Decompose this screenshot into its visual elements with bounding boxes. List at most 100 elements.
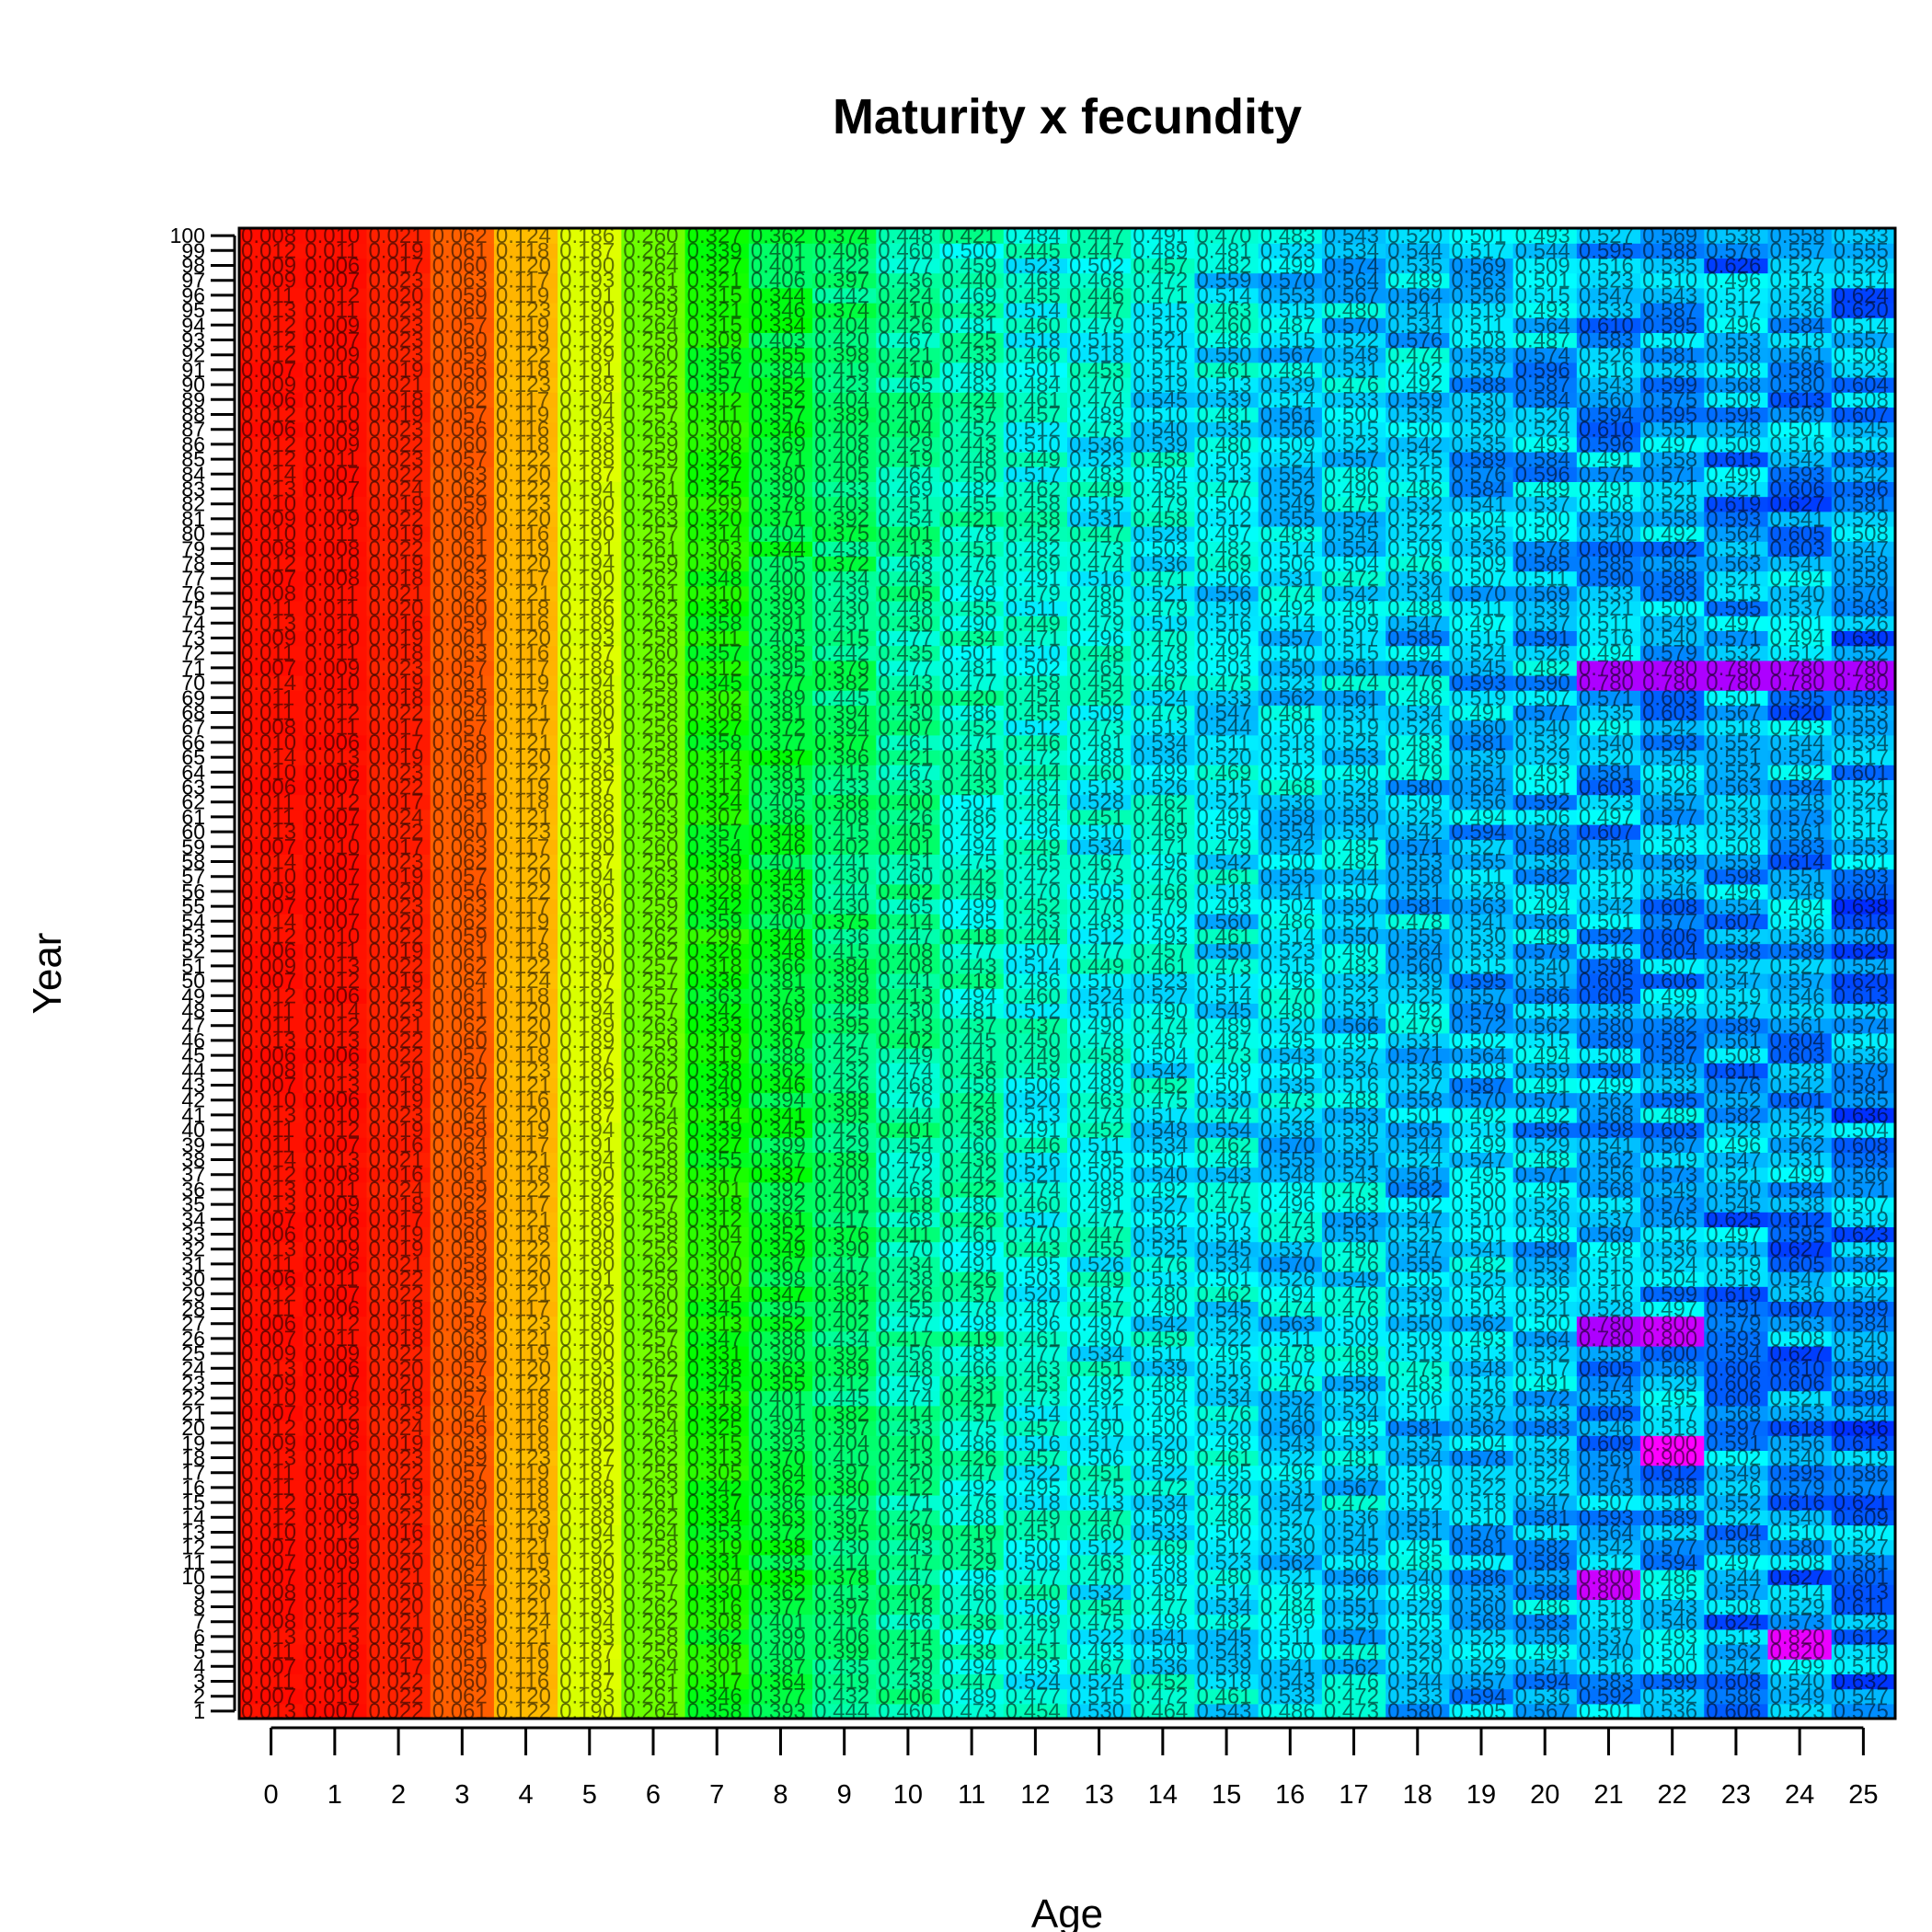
heatmap-cell <box>303 1197 368 1213</box>
heatmap-cell <box>239 958 304 974</box>
heatmap-cell <box>239 1420 304 1436</box>
heatmap-cell <box>239 481 304 498</box>
heatmap-cell <box>239 1212 304 1227</box>
heatmap-cell <box>239 1092 304 1109</box>
heatmap-cell <box>239 1122 304 1138</box>
heatmap-cell <box>239 1018 304 1034</box>
heatmap-cell <box>239 1495 304 1511</box>
heatmap-cell <box>430 1197 495 1213</box>
heatmap-cell <box>430 1063 495 1078</box>
heatmap-cell <box>366 1167 431 1183</box>
heatmap-cell <box>303 228 368 244</box>
heatmap-cell <box>366 1510 431 1525</box>
heatmap-cell <box>430 1152 495 1168</box>
heatmap-cell <box>366 958 431 974</box>
heatmap-cell <box>303 1375 368 1392</box>
heatmap-cell <box>239 675 304 691</box>
heatmap-cell <box>430 1584 495 1600</box>
heatmap-cell <box>239 1673 304 1690</box>
heatmap-cell <box>303 1122 368 1138</box>
heatmap-cell <box>239 541 304 557</box>
heatmap-cell <box>366 1465 431 1481</box>
heatmap-cell <box>366 601 431 616</box>
heatmap-cell <box>366 1539 431 1556</box>
heatmap-cell <box>430 1167 495 1183</box>
heatmap-cell <box>239 660 304 676</box>
heatmap-cell <box>239 362 304 378</box>
heatmap-cell <box>366 287 431 304</box>
heatmap-cell <box>239 690 304 706</box>
heatmap-cell <box>366 1570 431 1585</box>
heatmap-cell <box>239 1361 304 1376</box>
heatmap-cell <box>366 1688 431 1705</box>
heatmap-cell <box>303 794 368 811</box>
heatmap-cell <box>430 1107 495 1123</box>
heatmap-cell <box>366 899 431 914</box>
heatmap-cell <box>303 883 368 900</box>
heatmap-cell <box>366 585 431 602</box>
heatmap-cell <box>303 303 368 318</box>
heatmap-cell <box>366 1554 431 1570</box>
heatmap-cell <box>303 1226 368 1243</box>
heatmap-cell <box>366 824 431 840</box>
heatmap-cell <box>303 1361 368 1376</box>
heatmap-cell <box>303 779 368 796</box>
heatmap-cell <box>366 511 431 527</box>
heatmap-cell <box>239 1479 304 1496</box>
heatmap-cell <box>303 1584 368 1600</box>
heatmap-cell <box>366 1435 431 1451</box>
heatmap-cell <box>239 1137 304 1153</box>
heatmap-cell <box>239 1435 304 1451</box>
heatmap-cell <box>303 988 368 1004</box>
heatmap-cell <box>303 287 368 304</box>
heatmap-cell <box>366 1361 431 1376</box>
heatmap-cell <box>303 1465 368 1481</box>
heatmap-cell <box>239 303 304 318</box>
heatmap-cell <box>366 868 431 885</box>
heatmap-cell <box>366 1614 431 1630</box>
heatmap-cell <box>239 347 304 363</box>
heatmap-cell <box>303 645 368 661</box>
heatmap-cell <box>430 1286 495 1302</box>
heatmap-cell <box>366 1152 431 1168</box>
heatmap-cell <box>303 1077 368 1094</box>
heatmap-cell <box>430 1435 495 1451</box>
heatmap-cell <box>303 1495 368 1511</box>
heatmap-cell <box>303 1554 368 1570</box>
heatmap-cell <box>303 705 368 721</box>
heatmap-cell <box>303 1420 368 1436</box>
heatmap-cell <box>239 466 304 482</box>
heatmap-cell <box>303 1256 368 1272</box>
heatmap-cell <box>239 317 304 333</box>
heatmap-cell <box>366 1092 431 1109</box>
heatmap-cell <box>303 1063 368 1078</box>
heatmap-cell <box>366 541 431 557</box>
heatmap-cell <box>239 883 304 900</box>
heatmap-cell <box>303 1301 368 1317</box>
heatmap-cell <box>303 973 368 989</box>
heatmap-cell <box>366 1256 431 1272</box>
heatmap-cell <box>239 601 304 616</box>
heatmap-cell <box>239 1524 304 1541</box>
heatmap-cell <box>239 630 304 647</box>
heatmap-cell <box>303 392 368 408</box>
heatmap-cell <box>303 362 368 378</box>
heatmap-cell <box>239 377 304 393</box>
heatmap-cell <box>366 392 431 408</box>
heatmap-cell <box>303 719 368 736</box>
heatmap-cell <box>239 392 304 408</box>
heatmap-cell <box>366 1316 431 1332</box>
heatmap-cell <box>303 839 368 855</box>
heatmap-cell <box>430 1644 495 1660</box>
heatmap-cell <box>303 556 368 572</box>
heatmap-cell <box>430 1241 495 1258</box>
heatmap-cell <box>366 1271 431 1287</box>
heatmap-cell <box>239 526 304 542</box>
heatmap-cell <box>303 660 368 676</box>
heatmap-cell <box>239 421 304 438</box>
heatmap-cell <box>430 1018 495 1034</box>
heatmap-cell <box>303 914 368 929</box>
heatmap-cell <box>366 1599 431 1616</box>
heatmap-cell <box>303 1510 368 1525</box>
